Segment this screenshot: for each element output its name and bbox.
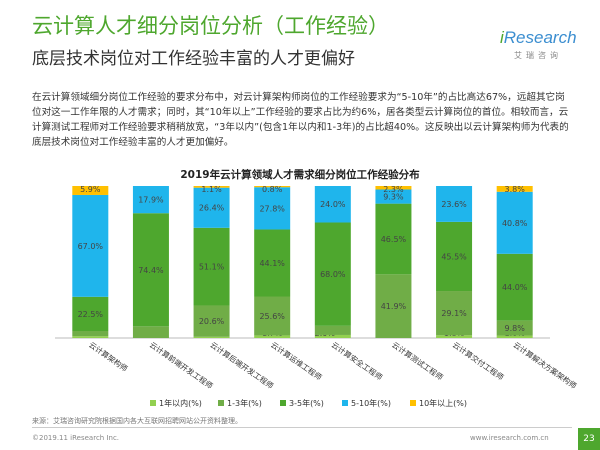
data-label: 51.1% [199, 263, 225, 272]
data-label: 41.9% [381, 302, 407, 311]
bar-segment [254, 335, 291, 338]
bar-segment [72, 336, 109, 338]
legend-label: 1-3年(%) [227, 398, 262, 408]
bar-segment [375, 186, 412, 190]
data-label: 68.0% [320, 270, 346, 279]
data-label: 24.0% [320, 200, 346, 209]
data-label: 27.8% [259, 204, 285, 213]
bar-segment [193, 227, 230, 306]
bar-segment [72, 296, 109, 332]
data-label: 40.8% [502, 219, 528, 228]
bar-segment [72, 194, 109, 297]
bar-segment [72, 186, 109, 195]
data-label: 74.4% [138, 266, 164, 275]
source-note: 来源：艾瑞咨询研究院根据国内各大互联网招聘网站公开资料整理。 [32, 417, 242, 425]
bar-segment [132, 326, 169, 338]
data-label: 45.5% [441, 252, 467, 261]
data-label: 9.3% [383, 193, 404, 202]
data-label: 20.6% [199, 317, 225, 326]
data-label: 26.4% [199, 204, 225, 213]
category-label: 云计算测试工程师 [390, 339, 445, 382]
legend-swatch [342, 400, 348, 406]
bar-segment [254, 186, 291, 188]
bar-segment [496, 253, 533, 321]
page-number: 23 [578, 428, 600, 450]
data-label: 5.9% [80, 185, 101, 194]
data-label: 29.1% [441, 309, 467, 318]
category-label: 云计算解决方案架构师 [512, 339, 580, 390]
page-title: 云计算人才细分岗位分析（工作经验） [32, 14, 389, 38]
legend-label: 10年以上(%) [419, 398, 467, 408]
data-label: 67.0% [78, 242, 104, 251]
category-label: 云计算安全工程师 [330, 339, 385, 382]
legend-swatch [218, 400, 224, 406]
bar-segment [314, 222, 351, 326]
bar-segment [72, 331, 109, 337]
category-label: 云计算后端开发工程师 [208, 339, 276, 390]
bar-segment [375, 203, 412, 275]
data-label: 9.8% [505, 324, 526, 333]
bar-segment [496, 335, 533, 338]
bar-segment [314, 325, 351, 335]
data-label: 1.1% [201, 185, 222, 194]
bar-segment [254, 187, 291, 230]
chart-title: 2019年云计算领域人才需求细分岗位工作经验分布 [180, 168, 420, 181]
body-paragraph: 在云计算领域细分岗位工作经验的要求分布中，对云计算架构师岗位的工作经验要求为“5… [32, 92, 569, 148]
logo-research: Research [503, 28, 577, 47]
data-label: 0.8% [262, 185, 283, 194]
legend-label: 5-10年(%) [351, 398, 391, 408]
bar-segment [436, 291, 473, 336]
data-label: 22.5% [78, 310, 104, 319]
logo-subtext: 艾瑞咨询 [514, 51, 562, 60]
data-label: 44.1% [259, 259, 285, 268]
data-label: 17.9% [138, 196, 164, 205]
footer-website: www.iresearch.com.cn [470, 434, 549, 442]
bar-segment [254, 296, 291, 336]
data-label: 25.6% [259, 312, 285, 321]
category-label: 云计算架构师 [87, 339, 130, 373]
bar-segment [436, 221, 473, 292]
footer-copyright: ©2019.11 iResearch Inc. [32, 434, 120, 442]
bar-segment [132, 213, 169, 327]
bar-segment [375, 189, 412, 204]
page-subtitle: 底层技术岗位对工作经验丰富的人才更偏好 [32, 49, 355, 69]
category-label: 云计算前端开发工程师 [148, 339, 216, 390]
bar-segment [496, 191, 533, 254]
bar-segment [132, 186, 169, 214]
data-label: 23.6% [441, 200, 467, 209]
data-label: 2.3% [383, 185, 404, 194]
bar-segment [193, 305, 230, 337]
bar-segment [314, 186, 351, 223]
bar-segment [314, 334, 351, 338]
bar-segment [193, 187, 230, 228]
legend-swatch [150, 400, 156, 406]
legend-swatch [280, 400, 286, 406]
legend-label: 3-5年(%) [289, 398, 324, 408]
bar-segment [193, 336, 230, 338]
category-label: 云计算运维工程师 [269, 339, 324, 382]
bar-segment [375, 274, 412, 338]
legend-swatch [410, 400, 416, 406]
data-label: 44.0% [502, 283, 528, 292]
iresearch-logo: iResearch 艾瑞咨询 [500, 28, 577, 68]
bar-segment [193, 186, 230, 188]
bar-segment [496, 320, 533, 336]
logo-i: i [500, 28, 504, 47]
category-label: 云计算交付工程师 [451, 339, 506, 382]
bar-segment [496, 186, 533, 192]
footer-divider [32, 427, 572, 428]
bar-segment [254, 229, 291, 297]
stacked-bar-chart: 2019年云计算领域人才需求细分岗位工作经验分布1.2%3.4%22.5%67.… [55, 168, 580, 408]
data-label: 3.8% [505, 185, 526, 194]
bar-segment [436, 335, 473, 338]
legend-label: 1年以内(%) [159, 398, 202, 408]
data-label: 46.5% [381, 235, 407, 244]
logo-wordmark: iResearch [500, 28, 577, 48]
bar-segment [436, 186, 473, 222]
